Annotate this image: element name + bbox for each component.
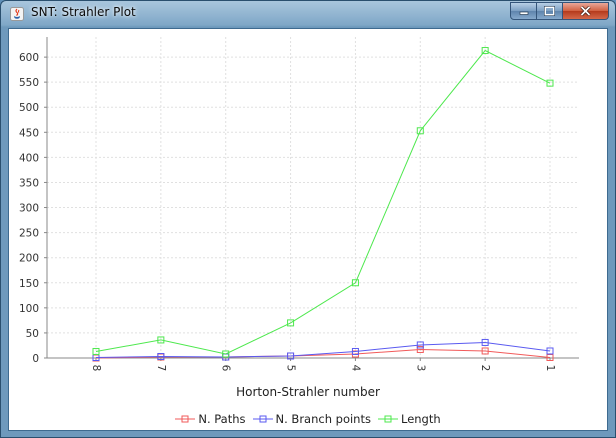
chart-panel: 0 50 100 150 200 250 300 350 400 450 500 550 600 8 7 6 5… [8,28,608,431]
data-point[interactable] [416,341,424,349]
legend-swatch-icon [252,415,273,423]
data-point[interactable] [222,350,230,358]
y-tick-label: 500 [19,102,39,114]
java-app-icon[interactable] [10,7,24,21]
data-point[interactable] [481,347,489,355]
legend-swatch-icon [175,415,196,423]
y-tick-label: 300 [19,203,39,215]
close-icon [580,6,591,16]
strahler-chart[interactable]: 0 50 100 150 200 250 300 350 400 450 500 550 600 8 7 6 5… [9,29,607,409]
title-bar[interactable]: SNT: Strahler Plot [1,1,615,27]
legend-label: N. Branch points [275,412,371,426]
legend-item[interactable]: N. Paths [175,412,246,426]
x-tick-label: 1 [544,365,556,372]
close-button[interactable] [563,2,609,20]
data-point[interactable] [416,127,424,135]
x-axis-label: Horton-Strahler number [236,385,380,399]
y-tick-label: 550 [19,77,39,89]
x-tick-label: 2 [479,365,491,372]
legend-label: N. Paths [198,412,246,426]
data-point[interactable] [546,347,554,355]
y-tick-label: 100 [19,303,39,315]
legend-item[interactable]: Length [377,412,441,426]
series-line [95,341,551,358]
y-tick-label: 600 [19,52,39,64]
y-tick-label: 450 [19,127,39,139]
minimize-button[interactable] [510,2,537,20]
legend-label: Length [400,412,441,426]
x-tick-label: 6 [220,365,232,372]
x-tick-label: 7 [155,365,167,372]
data-point[interactable] [546,353,554,361]
maximize-icon [544,6,555,16]
series-group [92,47,554,362]
legend-swatch-icon [377,415,398,423]
gridlines [47,37,579,358]
data-point[interactable] [351,279,359,287]
series-line [95,49,551,355]
y-tick-label: 50 [26,328,39,340]
y-tick-label: 200 [19,253,39,265]
data-point[interactable] [287,352,295,360]
plot-area [47,37,579,358]
data-point[interactable] [416,345,424,353]
data-point[interactable] [546,79,554,87]
data-point[interactable] [351,347,359,355]
data-point[interactable] [157,352,165,360]
y-tick-label: 400 [19,152,39,164]
y-tick-label: 350 [19,177,39,189]
chart-legend: N. Paths N. Branch points Length [9,411,607,427]
maximize-button[interactable] [537,2,563,20]
data-point[interactable] [287,319,295,327]
x-tick-label: 8 [90,365,102,372]
legend-item[interactable]: N. Branch points [252,412,371,426]
x-tick-label: 4 [349,365,361,372]
minimize-icon [519,11,528,15]
window-title: SNT: Strahler Plot [31,5,136,19]
x-tick-label: 5 [285,365,297,372]
data-point[interactable] [481,338,489,346]
x-tick-label: 3 [414,365,426,372]
axes: 0 50 100 150 200 250 300 350 400 450 500 550 600 8 7 6 5… [19,37,579,372]
y-tick-label: 150 [19,278,39,290]
window-controls [510,2,609,21]
series-2 [92,47,554,358]
data-point[interactable] [92,347,100,355]
y-tick-label: 250 [19,228,39,240]
data-point[interactable] [157,336,165,344]
y-tick-label: 0 [32,353,39,365]
data-point[interactable] [481,47,489,55]
